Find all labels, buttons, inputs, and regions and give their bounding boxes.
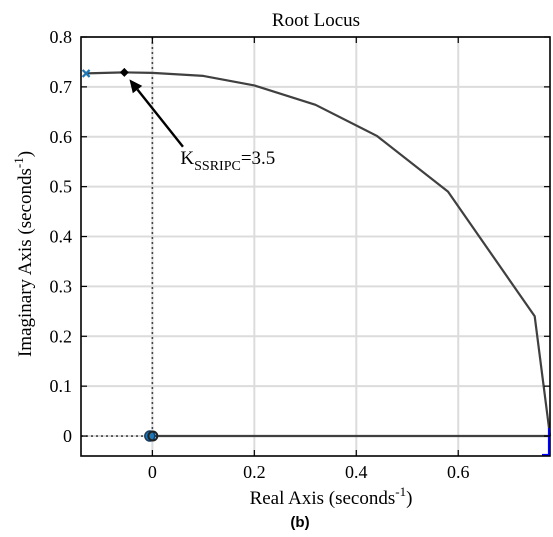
- locus-branch-line: [86, 71, 552, 437]
- y-axis-label-close: ): [15, 151, 36, 157]
- annotation-arrow-head: [129, 79, 143, 94]
- zero-marker: [144, 430, 156, 442]
- x-axis-label: Real Axis (seconds-1): [250, 484, 413, 509]
- annotation-label-sub: SSRIPC: [194, 159, 241, 174]
- y-tick-label: 0.6: [50, 127, 73, 147]
- grid: [81, 36, 550, 456]
- y-tick-label: 0.8: [50, 27, 73, 47]
- x-axis-label-sup: -1: [395, 484, 406, 499]
- pole-marker: [81, 69, 91, 78]
- x-tick-label: 0: [148, 462, 157, 482]
- annotation-label: KSSRIPC=3.5: [180, 148, 275, 174]
- highlight-diamond: [119, 67, 129, 77]
- plot-frame: [80, 36, 551, 457]
- annotation-arrow-shaft: [136, 88, 184, 148]
- series: [86, 71, 552, 438]
- y-axis-label: Imaginary Axis (seconds-1): [11, 151, 36, 357]
- chart-title: Root Locus: [272, 10, 360, 31]
- y-axis-label-sup: -1: [11, 157, 26, 168]
- y-tick-label: 0.2: [50, 326, 73, 346]
- x-axis-label-close: ): [406, 488, 412, 509]
- annotation-label-base: K: [180, 148, 194, 169]
- x-tick-label: 0.4: [345, 462, 368, 482]
- figure-caption: (b): [290, 514, 309, 531]
- x-axis-label-main: Real Axis (seconds: [250, 488, 396, 509]
- x-tick-label: 0.2: [243, 462, 266, 482]
- annotation-label-value: =3.5: [241, 148, 275, 169]
- y-tick-label: 0.1: [50, 376, 73, 396]
- reference-lines: [81, 37, 154, 437]
- y-tick-label: 0: [63, 426, 72, 446]
- markers: [81, 67, 551, 457]
- y-tick-label: 0.5: [50, 177, 73, 197]
- ticks: 0 0.2 0.4 0.6 0 0.1 0.2 0.3 0.4 0.5 0.6 0.7 0.8: [50, 27, 550, 482]
- y-tick-label: 0.7: [50, 77, 73, 97]
- y-tick-label: 0.3: [50, 276, 73, 296]
- annotation: KSSRIPC=3.5: [129, 79, 275, 174]
- x-tick-label: 0.6: [447, 462, 470, 482]
- zero-marker-overlay: [147, 430, 159, 442]
- y-axis-label-main: Imaginary Axis (seconds: [15, 168, 36, 357]
- y-tick-label: 0.4: [50, 227, 73, 247]
